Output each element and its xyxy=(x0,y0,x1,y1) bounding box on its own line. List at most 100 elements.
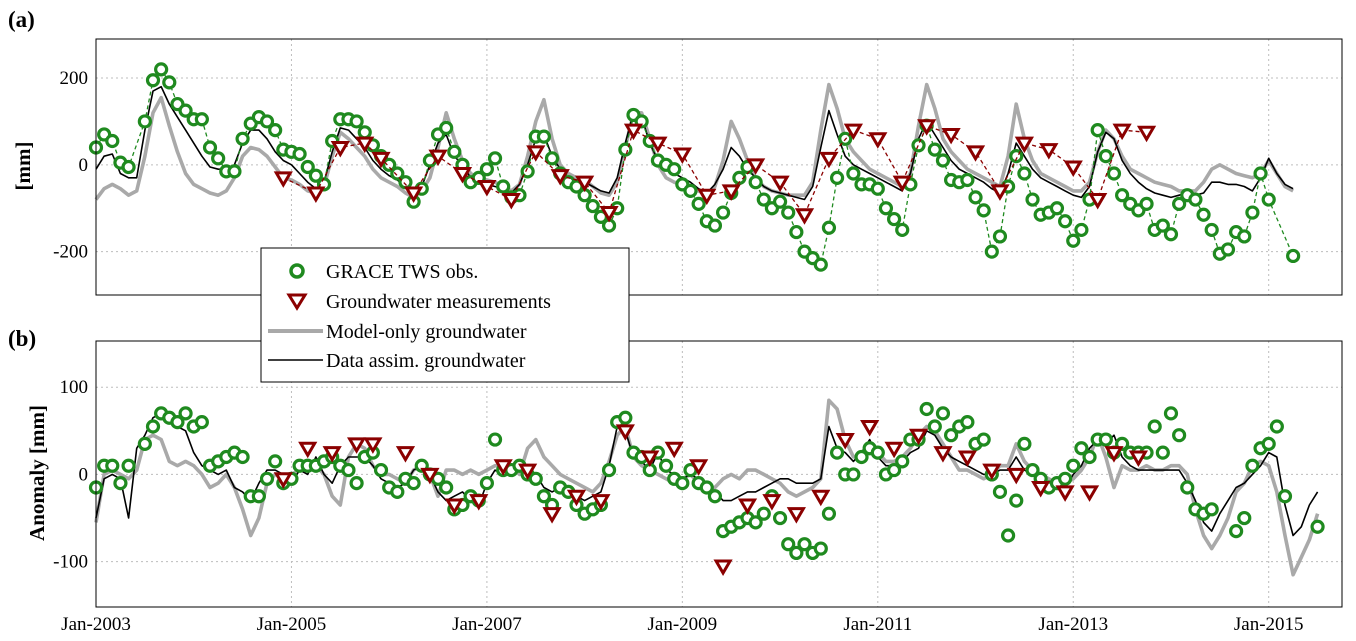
panel-b-groundwater-point xyxy=(664,441,684,459)
panel-b-xtick-label: Jan-2013 xyxy=(1038,614,1108,635)
panel-a-grace-point xyxy=(154,62,169,77)
panel-a-grace-point xyxy=(781,205,796,220)
panel-b-grace-point xyxy=(1163,406,1179,421)
panel-b-groundwater-point xyxy=(566,489,587,507)
panel-a-grace-point xyxy=(886,211,902,227)
panel-a-grace-point xyxy=(1220,242,1236,257)
panel-b-yticks: -100 0 100 xyxy=(53,377,88,572)
panel-a-grace-point xyxy=(202,140,218,155)
panel-b-grace-point xyxy=(870,445,885,460)
panel-b-grace-point xyxy=(373,462,389,478)
panel-a-groundwater-point xyxy=(697,188,717,206)
panel-a-grace-point xyxy=(691,196,706,211)
panel-b-xticks: Jan-2003 Jan-2005 Jan-2007 Jan-2009 Jan-2011… xyxy=(61,614,1303,635)
panel-b-groundwater-point xyxy=(1128,450,1149,467)
panel-b-grace-point xyxy=(487,432,503,447)
panel-b-groundwater-point xyxy=(1079,485,1100,502)
panel-a-grace-point xyxy=(1017,166,1032,181)
panel-b-grace-point xyxy=(1237,510,1252,526)
panel-b-groundwater-point xyxy=(346,437,367,454)
panel-a-grace-point xyxy=(878,201,894,216)
panel-a-grace-point xyxy=(1196,207,1211,222)
panel-b-groundwater-point xyxy=(322,446,342,463)
panel-a-grace-point xyxy=(960,172,975,188)
panel-a-grace-point xyxy=(162,75,177,90)
panel-a-groundwater-point xyxy=(721,184,741,201)
legend-grace-label: GRACE TWS obs. xyxy=(326,261,478,283)
panel-b-grace-point xyxy=(145,419,161,434)
panel-a-grace-point xyxy=(308,168,323,183)
panel-b-grace-point xyxy=(235,449,250,465)
legend: GRACE TWS obs. Groundwater measurements … xyxy=(260,247,630,383)
panel-a-grace-point xyxy=(259,114,275,129)
panel-a-grace-point xyxy=(984,244,999,259)
panel-a-grace-point xyxy=(1074,222,1089,238)
panel-b-groundwater-point xyxy=(811,489,831,507)
panel-a-ytick-label: -200 xyxy=(53,242,88,263)
panel-a-grace-point xyxy=(585,198,600,214)
panel-b-grace-point xyxy=(1001,528,1016,543)
panel-a-groundwater-point xyxy=(452,167,473,184)
panel-a-grace-point xyxy=(1098,149,1113,164)
panel-a-yticks: -200 0 200 xyxy=(53,68,88,263)
panel-a-groundwater-point xyxy=(965,145,986,162)
panel-b-xtick-label: Jan-2003 xyxy=(61,614,131,635)
panel-b-ylabel: Anomaly [mm] xyxy=(25,405,49,541)
panel-b-grace-point xyxy=(390,484,405,499)
panel-a-groundwater-point xyxy=(403,186,424,204)
panel-a-groundwater-point xyxy=(990,184,1010,201)
panel-b-grace-point xyxy=(943,428,959,443)
panel-b-groundwater-point xyxy=(908,428,929,446)
legend-assim-label: Data assim. groundwater xyxy=(326,350,526,372)
panel-a-grace-point xyxy=(1172,196,1187,211)
panel-a-grace-point xyxy=(667,162,682,177)
panel-b-grace-point xyxy=(699,480,714,495)
panel-b-grace-point xyxy=(658,458,674,473)
panel-a-groundwater-point xyxy=(306,186,326,204)
panel-b-grace-point xyxy=(1204,502,1219,517)
panel-a-series xyxy=(88,62,1301,272)
panel-a-grace-point xyxy=(496,179,511,194)
panel-a-grace-point xyxy=(1163,227,1179,242)
panel-b-grace-point xyxy=(1261,436,1276,452)
panel-a-groundwater-point xyxy=(575,175,595,193)
panel-a-grace-point xyxy=(1090,123,1105,138)
panel-a-grace-point xyxy=(479,162,495,177)
panel-b-groundwater-point xyxy=(1031,481,1051,498)
panel-b-grace-point xyxy=(1155,445,1170,460)
panel-a-groundwater-point xyxy=(1112,123,1132,141)
panel-a-groundwater-point xyxy=(355,136,375,154)
panel-b-groundwater-point xyxy=(957,450,977,467)
panel-a-grace-point xyxy=(398,175,413,190)
panel-b-grace-point xyxy=(1098,432,1113,447)
panel-b-grace-point xyxy=(935,406,951,421)
panel-a-groundwater-point xyxy=(892,175,912,193)
panel-b-grace-point xyxy=(789,545,804,561)
panel-b-grace-point xyxy=(601,462,617,478)
panel-a-grace-point xyxy=(992,229,1008,244)
panel-a-letter: (a) xyxy=(8,7,35,32)
panel-a-grace-point xyxy=(105,133,120,149)
panel-b-grace-point xyxy=(675,476,690,491)
panel-a-grace-point xyxy=(357,125,372,140)
panel-a-grace-point xyxy=(789,224,804,240)
panel-a-grace-point xyxy=(439,120,454,136)
panel-a-grace-point xyxy=(846,166,861,181)
panel-a-groundwater-point xyxy=(477,180,497,197)
panel-b-grace-point xyxy=(854,449,869,465)
panel-a-grace-point xyxy=(1115,188,1130,203)
panel-b-groundwater-point xyxy=(395,446,416,463)
panel-b-groundwater-point xyxy=(518,463,538,481)
panel-b-groundwater-point xyxy=(469,494,489,511)
panel-b-grace-point xyxy=(479,476,495,491)
legend-grace-marker xyxy=(289,263,305,279)
panel-a-grace-point xyxy=(813,257,828,272)
panel-b-letter: (b) xyxy=(8,326,36,351)
panel-a-groundwater-point xyxy=(1063,160,1083,177)
panel-b-grace-point xyxy=(251,489,266,504)
panel-b-grace-point xyxy=(259,471,275,486)
panel-b-groundwater-point xyxy=(860,419,880,437)
panel-b-groundwater-point xyxy=(835,433,855,450)
